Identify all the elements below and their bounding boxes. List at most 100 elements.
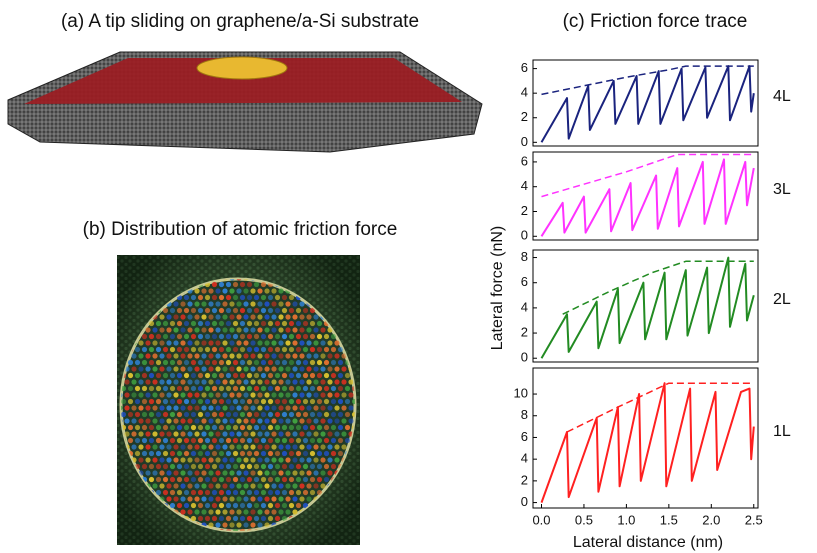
atom (162, 437, 169, 444)
atom (152, 431, 158, 437)
y-tick-label: 0 (521, 228, 528, 243)
atom (215, 353, 221, 359)
atom (141, 346, 148, 353)
atom (194, 379, 200, 385)
atom (127, 437, 134, 444)
atom (337, 424, 344, 431)
atom (148, 424, 155, 431)
atom (215, 470, 221, 476)
atom (215, 457, 221, 463)
atom (162, 320, 169, 327)
atom (141, 463, 148, 470)
atom (327, 457, 333, 463)
atom (243, 483, 249, 489)
atom (344, 398, 351, 405)
atom (236, 340, 242, 346)
atom (134, 346, 141, 353)
atom (327, 379, 333, 385)
atom (162, 372, 169, 379)
atom (155, 346, 162, 353)
atom (190, 320, 197, 327)
atom (190, 398, 197, 405)
atom (131, 366, 137, 372)
atom (351, 411, 355, 418)
atom (194, 301, 200, 307)
atom (201, 457, 207, 463)
atom (155, 359, 162, 366)
atom (236, 392, 242, 398)
atom (204, 359, 211, 366)
atom (281, 385, 288, 392)
atom (243, 288, 249, 294)
atom (253, 307, 260, 314)
atom (351, 398, 355, 405)
atom (176, 424, 183, 431)
atom (316, 346, 323, 353)
atom (285, 366, 291, 372)
atom (260, 307, 267, 314)
atom (267, 294, 274, 301)
atom (344, 424, 351, 431)
atom (344, 385, 351, 392)
atom (229, 366, 235, 372)
atom (330, 385, 337, 392)
atom (260, 372, 267, 379)
atom (197, 372, 204, 379)
atom (127, 411, 134, 418)
atom (313, 457, 319, 463)
atom (288, 307, 295, 314)
atom (334, 444, 340, 450)
atom (313, 353, 319, 359)
atom (159, 470, 165, 476)
atom (299, 431, 305, 437)
atom (222, 431, 228, 437)
atom (211, 372, 218, 379)
atom (299, 496, 305, 502)
atom (229, 392, 235, 398)
atom (278, 353, 284, 359)
atom (124, 431, 130, 437)
atom (236, 353, 242, 359)
y-tick-label: 0 (521, 350, 528, 365)
x-tick-label: 2.0 (702, 512, 720, 527)
atom (148, 450, 155, 457)
atom (271, 340, 277, 346)
atom (232, 333, 239, 340)
atom (201, 483, 207, 489)
atom (141, 359, 148, 366)
atom (232, 489, 239, 496)
atom (295, 359, 302, 366)
atom (166, 366, 172, 372)
atom (264, 288, 270, 294)
atom (225, 528, 232, 531)
plot-frame (532, 59, 759, 147)
atom (180, 405, 186, 411)
atom (299, 405, 305, 411)
atom (323, 346, 330, 353)
atom (162, 450, 169, 457)
atom (222, 314, 228, 320)
atom (253, 502, 260, 509)
atom (239, 398, 246, 405)
atom (253, 476, 260, 483)
atom (148, 372, 155, 379)
atom (222, 288, 228, 294)
atom (211, 411, 218, 418)
atom (166, 457, 172, 463)
atom (131, 379, 137, 385)
atom (281, 320, 288, 327)
atom (306, 314, 312, 320)
atom (250, 405, 256, 411)
atom (211, 359, 218, 366)
atom (176, 502, 183, 509)
atom (141, 333, 148, 340)
y-tick-label: 4 (521, 85, 528, 100)
atom (257, 496, 263, 502)
atom (222, 457, 228, 463)
atom (316, 359, 323, 366)
atom (218, 476, 225, 483)
atom (264, 496, 270, 502)
atom (232, 307, 239, 314)
atom (274, 398, 281, 405)
atom (232, 385, 239, 392)
